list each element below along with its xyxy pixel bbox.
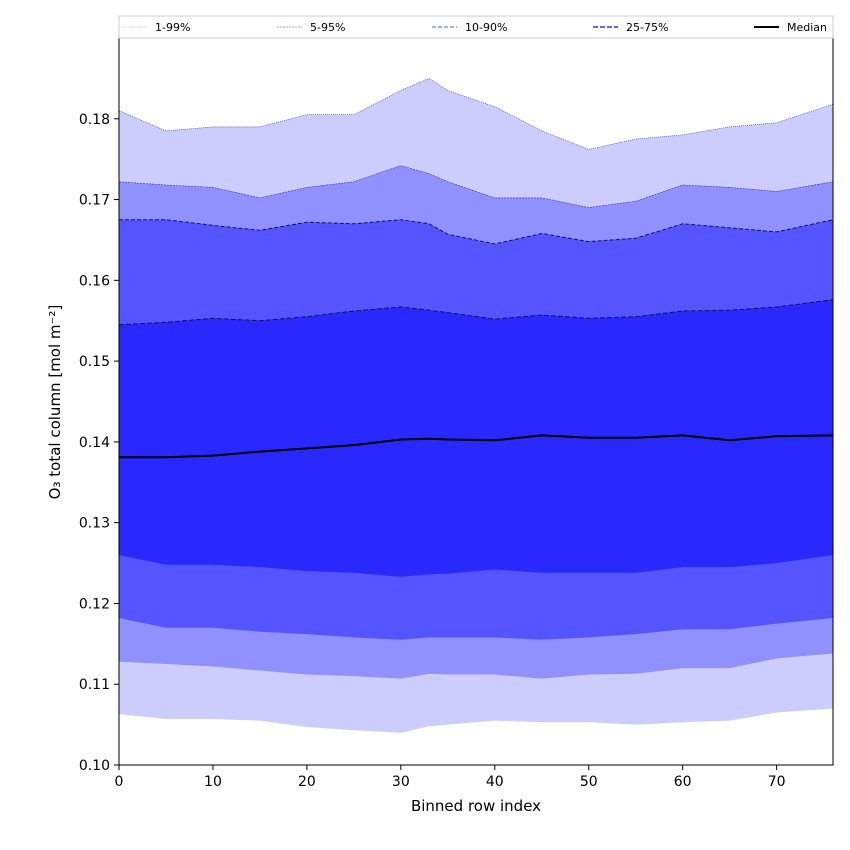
y-axis: 0.10 0.11 0.12 0.13 0.14 0.15 0.16 0.17 0.18 <box>79 112 119 774</box>
legend-label: 5-95% <box>310 21 345 34</box>
y-tick-label: 0.12 <box>79 596 110 612</box>
y-tick-label: 0.17 <box>79 193 110 209</box>
x-tick-label: 10 <box>204 774 222 790</box>
y-tick-label: 0.13 <box>79 516 110 532</box>
x-tick-label: 20 <box>298 774 316 790</box>
x-axis: 0 10 20 30 40 50 60 70 <box>115 765 786 790</box>
legend-label: Median <box>787 21 827 34</box>
y-tick-label: 0.10 <box>79 758 110 774</box>
y-axis-label: O₃ total column [mol m⁻²] <box>46 305 64 500</box>
legend-label: 10-90% <box>465 21 507 34</box>
x-tick-label: 30 <box>392 774 410 790</box>
x-tick-label: 50 <box>580 774 598 790</box>
band-edge-1-99% <box>118 78 834 150</box>
x-tick-label: 60 <box>674 774 692 790</box>
band-25-75% <box>119 299 833 577</box>
y-tick-label: 0.11 <box>79 677 110 693</box>
band-edge-10-90% <box>119 219 834 245</box>
y-tick-label: 0.14 <box>79 435 110 451</box>
legend-label: 25-75% <box>626 21 668 34</box>
band-edge-25-75% <box>118 299 834 326</box>
x-tick-label: 0 <box>115 774 124 790</box>
median-line <box>119 434 834 459</box>
legend-box <box>118 15 834 39</box>
band-edge-5-95% <box>118 165 834 208</box>
y-tick-label: 0.16 <box>79 273 110 289</box>
y-tick-label: 0.18 <box>79 112 110 128</box>
legend-label: 1-99% <box>155 21 190 34</box>
x-tick-label: 40 <box>486 774 504 790</box>
legend: 1-99% 5-95% 10-90% 25-75% Median <box>118 15 834 39</box>
x-tick-label: 70 <box>768 774 786 790</box>
x-axis-label: Binned row index <box>411 797 541 815</box>
y-tick-label: 0.15 <box>79 354 110 370</box>
plot-area <box>118 78 834 733</box>
